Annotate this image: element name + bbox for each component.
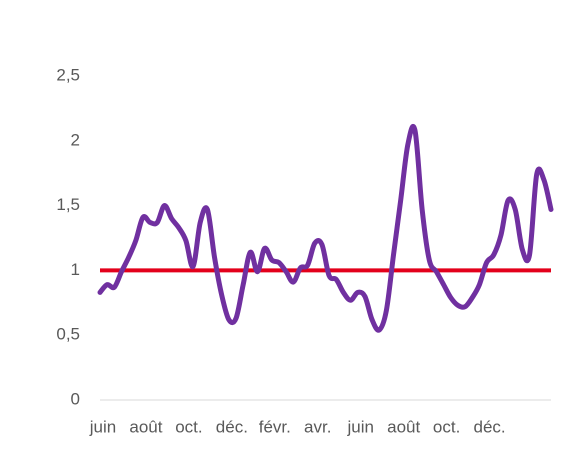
x-tick-label: août (129, 417, 162, 436)
x-tick-label: déc. (474, 417, 506, 436)
y-tick-label: 2 (71, 130, 80, 149)
x-tick-label: oct. (433, 417, 460, 436)
y-tick-label: 0,5 (56, 325, 80, 344)
y-tick-label: 1,5 (56, 195, 80, 214)
x-tick-label: févr. (259, 417, 291, 436)
x-tick-label: juin (89, 417, 116, 436)
x-tick-label: avr. (304, 417, 331, 436)
y-tick-label: 1 (71, 260, 80, 279)
line-series (97, 123, 554, 333)
x-tick-label: déc. (216, 417, 248, 436)
y-tick-label: 2,5 (56, 65, 80, 84)
y-tick-label: 0 (71, 389, 80, 408)
x-tick-label: août (387, 417, 420, 436)
x-tick-label: oct. (175, 417, 202, 436)
x-tick-label: juin (346, 417, 373, 436)
